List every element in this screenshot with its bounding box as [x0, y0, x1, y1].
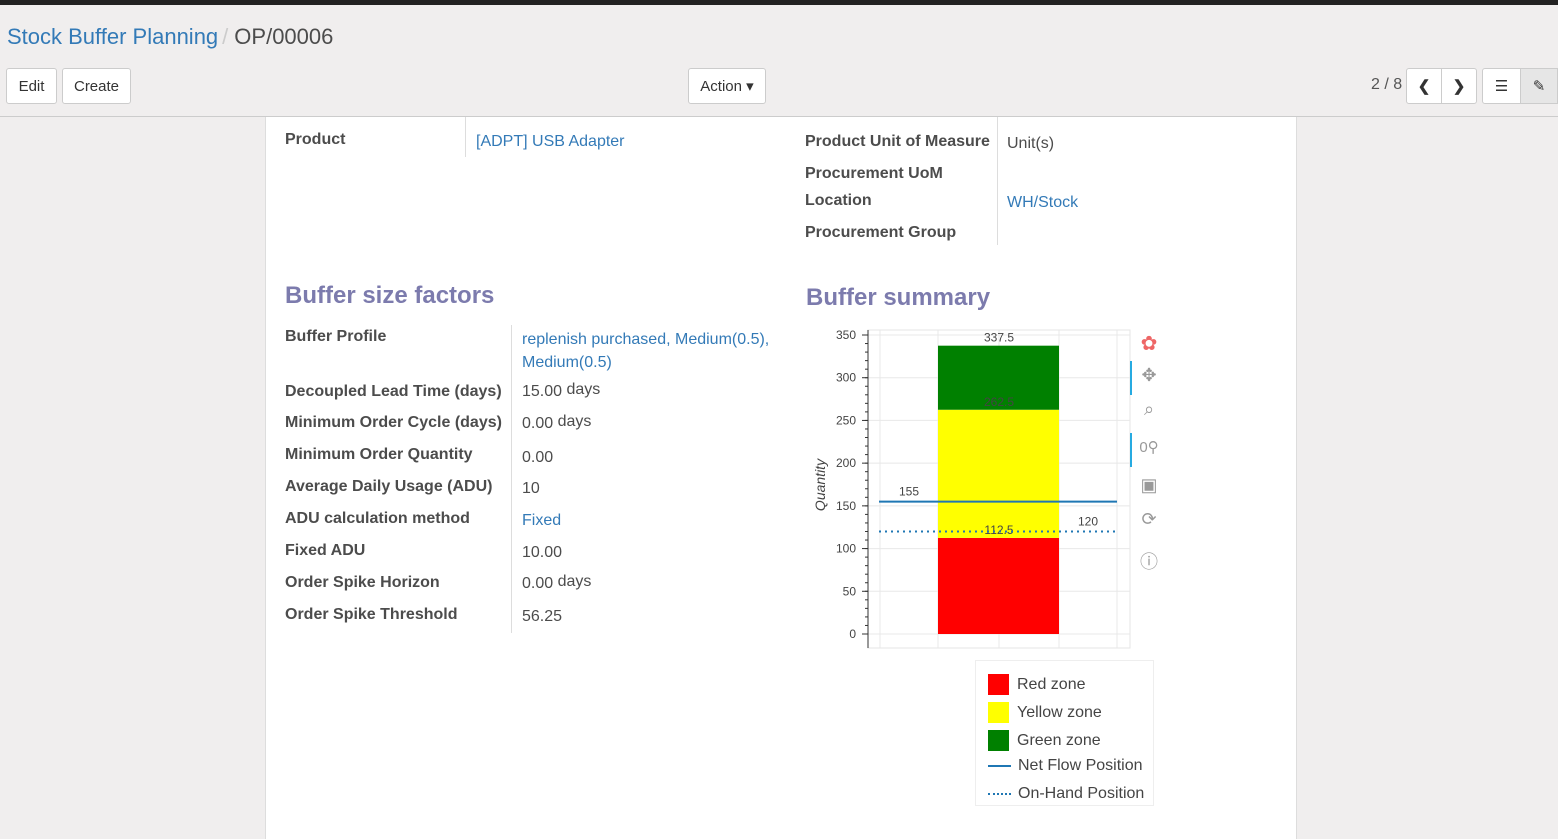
top-navbar [0, 0, 1558, 5]
y-axis-label: Quantity [812, 458, 828, 511]
uom-label: Product Unit of Measure [805, 133, 990, 150]
y-tick-label: 150 [836, 499, 856, 513]
min-order-cycle-label: Minimum Order Cycle (days) [285, 414, 502, 431]
divider [465, 117, 466, 157]
help-tool-icon[interactable]: ⓘ [1140, 552, 1158, 572]
adu-label: Average Daily Usage (ADU) [285, 478, 493, 495]
bokeh-logo-icon[interactable]: ✿ [1140, 333, 1158, 355]
legend-on-hand: On-Hand Position [988, 785, 1144, 803]
line-label: 155 [899, 485, 919, 499]
create-button[interactable]: Create [62, 68, 131, 104]
lead-time-label: Decoupled Lead Time (days) [285, 383, 502, 400]
active-tool-indicator [1130, 433, 1132, 467]
edit-button[interactable]: Edit [6, 68, 57, 104]
buffer-summary-title: Buffer summary [806, 284, 991, 311]
chart-legend: Red zone Yellow zone Green zone Net Flow… [975, 660, 1154, 806]
save-tool-icon[interactable]: ▣ [1140, 475, 1158, 495]
product-link[interactable]: [ADPT] USB Adapter [476, 133, 625, 150]
chevron-left-icon: ❮ [1417, 78, 1431, 95]
location-label: Location [805, 192, 872, 209]
breadcrumb-current: OP/00006 [234, 24, 334, 49]
uom-value: Unit(s) [1007, 135, 1055, 152]
y-tick-label: 350 [836, 328, 856, 342]
adu-method-link[interactable]: Fixed [522, 512, 562, 529]
y-tick-label: 250 [836, 413, 856, 427]
buffer-size-factors-title: Buffer size factors [285, 282, 495, 309]
list-icon: ☰ [1494, 78, 1509, 95]
fixed-adu-label: Fixed ADU [285, 542, 366, 559]
spike-threshold-value: 56.25 [522, 608, 563, 625]
bar-label: 337.5 [984, 331, 1014, 345]
divider [511, 325, 512, 633]
bar-label: 262.5 [984, 395, 1014, 409]
product-label: Product [285, 131, 346, 148]
location-link[interactable]: WH/Stock [1007, 194, 1079, 211]
min-order-qty-value: 0.00 [522, 449, 554, 466]
procurement-group-label: Procurement Group [805, 224, 957, 241]
legend-yellow-zone: Yellow zone [988, 702, 1102, 723]
y-tick-label: 100 [836, 542, 856, 556]
spike-threshold-label: Order Spike Threshold [285, 606, 458, 623]
line-label: 120 [1078, 514, 1098, 528]
bar-red-zone [938, 537, 1059, 634]
legend-red-zone: Red zone [988, 674, 1086, 695]
bar-green-zone [938, 345, 1059, 410]
box-zoom-tool-icon[interactable]: ⌕ [1143, 399, 1155, 419]
fixed-adu-value: 10.00 [522, 544, 563, 561]
spike-horizon-label: Order Spike Horizon [285, 574, 440, 591]
previous-record-button[interactable]: ❮ [1406, 68, 1442, 104]
control-panel: Stock Buffer Planning / OP/00006 Edit Crea… [0, 5, 1558, 117]
lead-time-value: 15.00 days [522, 381, 601, 400]
chevron-right-icon: ❯ [1452, 78, 1466, 95]
divider [997, 117, 998, 245]
list-view-button[interactable]: ☰ [1482, 68, 1521, 104]
adu-method-label: ADU calculation method [285, 510, 470, 527]
y-tick-label: 300 [836, 371, 856, 385]
bar-yellow-zone [938, 409, 1059, 538]
breadcrumb: Stock Buffer Planning / OP/00006 [7, 24, 334, 49]
action-dropdown[interactable]: Action ▾ [688, 68, 766, 104]
y-tick-label: 200 [836, 456, 856, 470]
wheel-zoom-tool-icon[interactable]: 0⚲ [1139, 439, 1159, 456]
legend-net-flow: Net Flow Position [988, 757, 1143, 775]
buffer-profile-label: Buffer Profile [285, 328, 387, 345]
reset-tool-icon[interactable]: ⟳ [1141, 509, 1157, 529]
spike-horizon-value: 0.00 days [522, 573, 592, 592]
procurement-uom-label: Procurement UoM [805, 165, 943, 182]
legend-green-zone: Green zone [988, 730, 1101, 751]
y-tick-label: 0 [849, 627, 856, 641]
buffer-chart: 0 50 100 150 200 250 300 350 Quantity 112.5 262.5 3… [812, 328, 1131, 649]
min-order-qty-label: Minimum Order Quantity [285, 446, 473, 463]
pan-tool-icon[interactable]: ✥ [1141, 365, 1157, 385]
form-view-button[interactable]: ✎ [1520, 68, 1558, 104]
next-record-button[interactable]: ❯ [1441, 68, 1477, 104]
breadcrumb-parent-link[interactable]: Stock Buffer Planning [7, 24, 219, 49]
edit-form-icon: ✎ [1532, 78, 1546, 95]
active-tool-indicator [1130, 361, 1132, 395]
bar-label: 112.5 [984, 523, 1013, 537]
buffer-profile-link[interactable]: replenish purchased, Medium(0.5), Medium(… [522, 331, 770, 371]
pager-value: 2 / 8 [1371, 76, 1403, 93]
min-order-cycle-value: 0.00 days [522, 413, 592, 432]
y-tick-label: 50 [843, 584, 857, 598]
adu-value: 10 [522, 480, 540, 497]
